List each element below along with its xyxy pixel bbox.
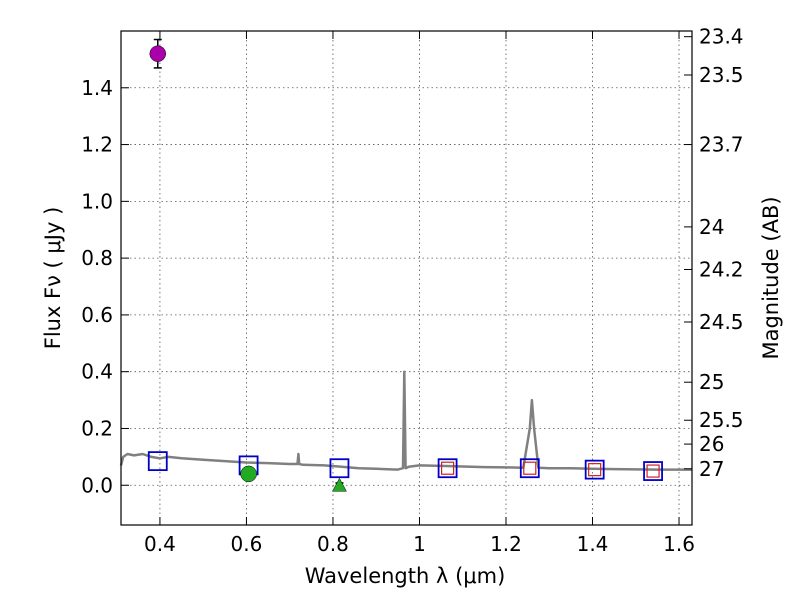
y2-tick-label: 23.5: [699, 63, 744, 87]
y-tick-label: 0.6: [81, 303, 113, 327]
y-tick-label: 1.4: [81, 76, 113, 100]
plot-area: [119, 38, 692, 492]
x-tick-label: 0.8: [317, 532, 349, 556]
x-axis-label: Wavelength λ (μm): [305, 564, 506, 588]
y2-axis-label: Magnitude (AB): [759, 196, 783, 359]
axes: 0.4 0.6 0.8 1 1.2 1.4 1.6 0.0 0.2 0.4 0.6 0.8 1.0 1.2…: [81, 25, 743, 556]
plot-frame: [120, 30, 693, 526]
model-photometry-square: [329, 458, 350, 479]
model-photometry-inner-square: [440, 461, 455, 475]
y2-tick-label: 24.2: [699, 257, 744, 281]
x-tick-label: 1.6: [663, 532, 695, 556]
y2-tick-label: 27: [699, 457, 724, 481]
observed-magenta-point: [149, 45, 167, 62]
y2-tick-label: 26: [699, 432, 724, 456]
model-photometry-square: [584, 459, 605, 480]
model-photometry-square: [643, 461, 663, 481]
y2-tick-label: 24: [699, 215, 724, 239]
x-tick-label: 1.2: [490, 532, 522, 556]
x-tick-label: 0.4: [144, 532, 176, 556]
y2-tick-label: 23.7: [699, 133, 744, 157]
model-photometry-square: [519, 458, 540, 479]
observed-green-point: [240, 465, 257, 483]
upper-limit-triangle: [332, 477, 347, 492]
y-tick-label: 0.8: [81, 246, 113, 270]
y-tick-label: 0.4: [81, 360, 113, 384]
y-tick-label: 0.2: [81, 416, 113, 440]
model-photometry-square: [437, 458, 458, 479]
y-tick-label: 1.0: [81, 189, 113, 213]
y2-tick-label: 25: [699, 370, 724, 394]
x-tick-label: 1.4: [577, 532, 609, 556]
model-photometry-square: [147, 451, 168, 472]
y-axis-label: Flux Fν ( μJy ): [41, 207, 65, 350]
model-photometry-inner-square: [588, 463, 602, 477]
y-tick-label: 1.2: [81, 133, 113, 157]
model-photometry-inner-square: [523, 461, 537, 475]
y2-tick-label: 23.4: [699, 25, 744, 49]
x-tick-label: 1: [413, 532, 426, 556]
y-tick-label: 0.0: [81, 473, 113, 497]
template-spectrum-line: [119, 370, 692, 471]
y2-tick-label: 24.5: [699, 310, 744, 334]
grid-lines: [121, 31, 692, 525]
y2-tick-label: 25.5: [699, 408, 744, 432]
x-tick-label: 0.6: [231, 532, 263, 556]
model-photometry-inner-square: [646, 464, 660, 478]
